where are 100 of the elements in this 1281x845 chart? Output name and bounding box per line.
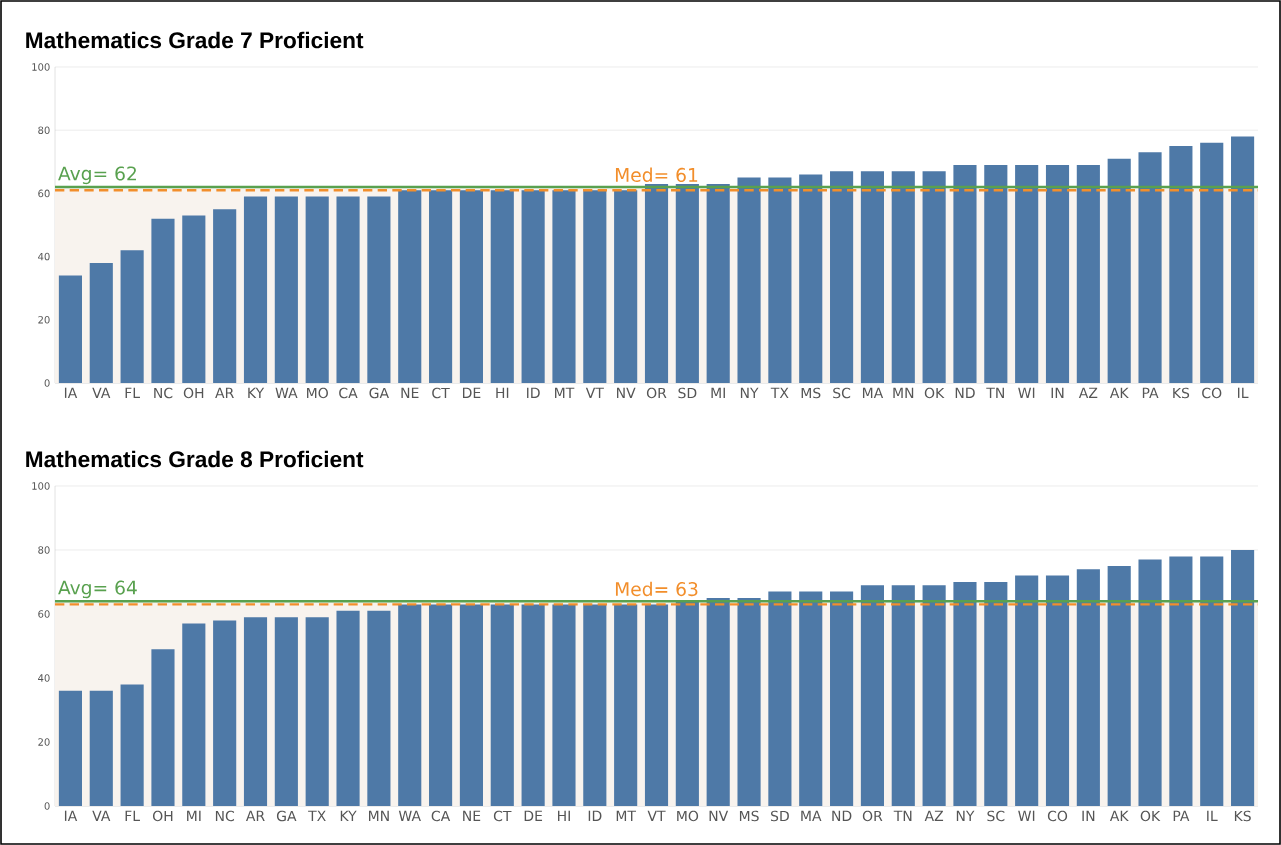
x-tick-label: TX <box>308 810 326 821</box>
x-tick-label: MA <box>801 810 822 821</box>
bar <box>552 604 576 806</box>
x-tick-label: HI <box>496 387 509 398</box>
x-tick-label: AZ <box>1078 387 1098 398</box>
y-tick-label: 20 <box>38 316 50 324</box>
bar <box>799 174 823 383</box>
x-tick-label: NC <box>154 387 173 399</box>
y-tick-label: 100 <box>32 63 50 71</box>
x-tick-label: ND <box>955 387 975 398</box>
x-tick-label: MS <box>739 810 759 822</box>
x-tick-label: NV <box>617 387 636 398</box>
y-tick-label: 0 <box>44 379 50 387</box>
x-tick-label: DE <box>463 387 481 398</box>
bar <box>737 597 761 806</box>
bar <box>367 196 391 383</box>
bar <box>860 585 884 806</box>
y-tick-label: 60 <box>38 610 50 618</box>
bar <box>89 690 113 806</box>
bar <box>737 177 761 383</box>
bar <box>274 617 298 806</box>
bar <box>1045 164 1070 383</box>
bar <box>305 617 329 806</box>
x-tick-label: OK <box>924 387 945 399</box>
y-tick-label: 20 <box>38 738 50 746</box>
x-tick-label: OK <box>1140 810 1161 822</box>
bar <box>1107 158 1131 383</box>
x-tick-label: SC <box>833 387 851 399</box>
x-tick-label: FL <box>125 810 140 821</box>
x-tick-label: CA <box>339 387 358 399</box>
x-tick-label: MO <box>677 810 699 822</box>
bar <box>675 601 699 806</box>
bar <box>367 610 391 806</box>
bar <box>706 597 730 806</box>
x-tick-label: WA <box>275 387 298 398</box>
x-tick-label: DE <box>524 810 543 821</box>
x-tick-label: NY <box>956 810 975 821</box>
x-tick-label: NV <box>709 810 729 821</box>
bar <box>675 183 699 383</box>
x-tick-label: MT <box>616 810 637 821</box>
bar <box>583 190 607 383</box>
bar <box>1200 142 1224 383</box>
bar <box>922 171 946 383</box>
x-tick-label: TN <box>986 387 1004 398</box>
bar <box>490 604 514 806</box>
bar <box>644 183 669 383</box>
ref-line-label: Med= 63 <box>615 581 698 597</box>
bar <box>953 164 977 383</box>
bar <box>644 604 669 806</box>
y-tick-label: 0 <box>44 802 50 810</box>
x-tick-label: AR <box>245 810 265 821</box>
bar <box>768 177 792 383</box>
bar <box>1138 152 1162 383</box>
x-tick-label: VT <box>585 387 604 398</box>
chart-title: Mathematics Grade 8 Proficient <box>26 450 364 468</box>
bar <box>583 604 607 806</box>
bar <box>1076 164 1100 383</box>
ref-line-label: Avg= 64 <box>58 580 137 599</box>
x-tick-label: KY <box>248 387 265 398</box>
bar <box>953 581 977 806</box>
bar <box>1200 556 1224 806</box>
x-tick-label: ID <box>588 810 602 821</box>
bar <box>768 591 792 806</box>
x-tick-label: CO <box>1202 387 1222 399</box>
bar <box>1138 559 1162 806</box>
bar <box>459 604 483 806</box>
y-tick-label: 40 <box>38 252 50 261</box>
bar <box>830 171 854 383</box>
x-tick-label: WI <box>1018 387 1035 398</box>
ref-line-label: Avg= 62 <box>58 166 136 185</box>
bar <box>151 649 175 806</box>
x-tick-label: IA <box>64 810 78 821</box>
y-tick-label: 80 <box>38 126 50 134</box>
x-tick-label: SD <box>678 387 697 399</box>
chart-title: Mathematics Grade 7 Proficient <box>26 31 364 49</box>
bar <box>1169 145 1193 383</box>
x-tick-label: FL <box>125 387 140 398</box>
x-tick-label: OR <box>646 387 667 399</box>
bar <box>182 215 206 383</box>
bar <box>830 591 854 806</box>
bar <box>58 690 82 806</box>
bar <box>1015 575 1039 806</box>
x-tick-label: HI <box>558 810 570 821</box>
x-tick-label: CT <box>493 810 512 822</box>
x-tick-label: OH <box>152 810 173 822</box>
bar <box>1015 164 1039 383</box>
x-tick-label: KS <box>1234 810 1251 822</box>
bar <box>1076 569 1100 806</box>
bar <box>1045 575 1070 806</box>
bar <box>891 585 915 806</box>
x-tick-label: AK <box>1109 387 1129 398</box>
x-tick-label: AK <box>1109 810 1129 821</box>
x-tick-label: MN <box>893 387 914 398</box>
bar <box>305 196 329 383</box>
x-tick-label: GA <box>276 810 297 822</box>
x-tick-label: NE <box>463 810 481 821</box>
bar <box>614 604 638 806</box>
bar <box>336 196 360 383</box>
x-tick-label: NE <box>401 387 419 398</box>
bar <box>984 581 1008 806</box>
